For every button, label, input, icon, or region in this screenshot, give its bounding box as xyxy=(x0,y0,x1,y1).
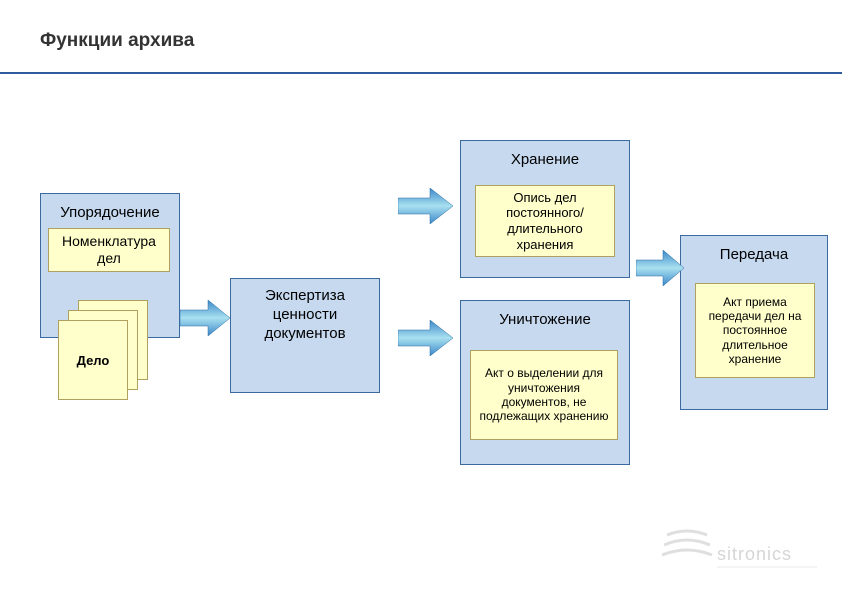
yellow-inventory: Опись дел постоянного/ длительного хране… xyxy=(475,185,615,257)
delo-label: Дело xyxy=(77,353,110,368)
page-title: Функции архива xyxy=(40,30,194,52)
block-expertise-label: Экспертиза ценности документов xyxy=(231,287,379,343)
logo-sitronics: sitronics xyxy=(662,525,822,580)
yellow-destruction-act: Акт о выделении для уничтожения документ… xyxy=(470,350,618,440)
arrow-3 xyxy=(398,320,453,356)
block-storage-label: Хранение xyxy=(461,151,629,168)
arrow-2 xyxy=(398,188,453,224)
arrow-4 xyxy=(636,250,684,286)
arrow-1 xyxy=(180,300,230,336)
block-ordering-label: Упорядочение xyxy=(41,204,179,221)
block-transfer-label: Передача xyxy=(681,246,827,263)
title-divider xyxy=(0,72,842,74)
delo-card-front: Дело xyxy=(58,320,128,400)
logo-text: sitronics xyxy=(717,544,792,564)
yellow-transfer-act: Акт приема передачи дел на постоянное дл… xyxy=(695,283,815,378)
block-expertise: Экспертиза ценности документов xyxy=(230,278,380,393)
yellow-nomenclature: Номенклатура дел xyxy=(48,228,170,272)
block-destruction-label: Уничтожение xyxy=(461,311,629,328)
delo-stack: Дело xyxy=(58,300,148,400)
